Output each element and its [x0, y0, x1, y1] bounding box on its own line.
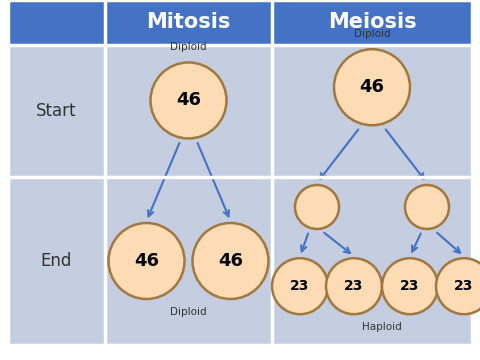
- Circle shape: [295, 185, 339, 229]
- Circle shape: [334, 49, 410, 125]
- Circle shape: [436, 258, 480, 314]
- Text: 23: 23: [344, 279, 364, 293]
- Circle shape: [108, 223, 184, 299]
- Bar: [8, 0, 472, 45]
- Circle shape: [326, 258, 382, 314]
- Text: Diploid: Diploid: [170, 42, 207, 53]
- Text: Meiosis: Meiosis: [328, 13, 416, 32]
- Circle shape: [192, 223, 268, 299]
- Text: 23: 23: [454, 279, 474, 293]
- Text: 46: 46: [218, 252, 243, 270]
- Text: End: End: [41, 252, 72, 270]
- Circle shape: [382, 258, 438, 314]
- Text: 46: 46: [134, 252, 159, 270]
- Text: Diploid: Diploid: [354, 29, 390, 39]
- Bar: [8, 177, 472, 345]
- Circle shape: [272, 258, 328, 314]
- Text: 23: 23: [290, 279, 310, 293]
- Text: 46: 46: [360, 78, 384, 96]
- Text: Diploid: Diploid: [170, 307, 207, 317]
- Text: Haploid: Haploid: [362, 322, 402, 332]
- Text: Mitosis: Mitosis: [146, 13, 231, 32]
- Text: 23: 23: [400, 279, 420, 293]
- Circle shape: [405, 185, 449, 229]
- Text: 46: 46: [176, 91, 201, 109]
- Circle shape: [151, 62, 227, 139]
- Bar: [8, 45, 472, 177]
- Text: Start: Start: [36, 102, 77, 120]
